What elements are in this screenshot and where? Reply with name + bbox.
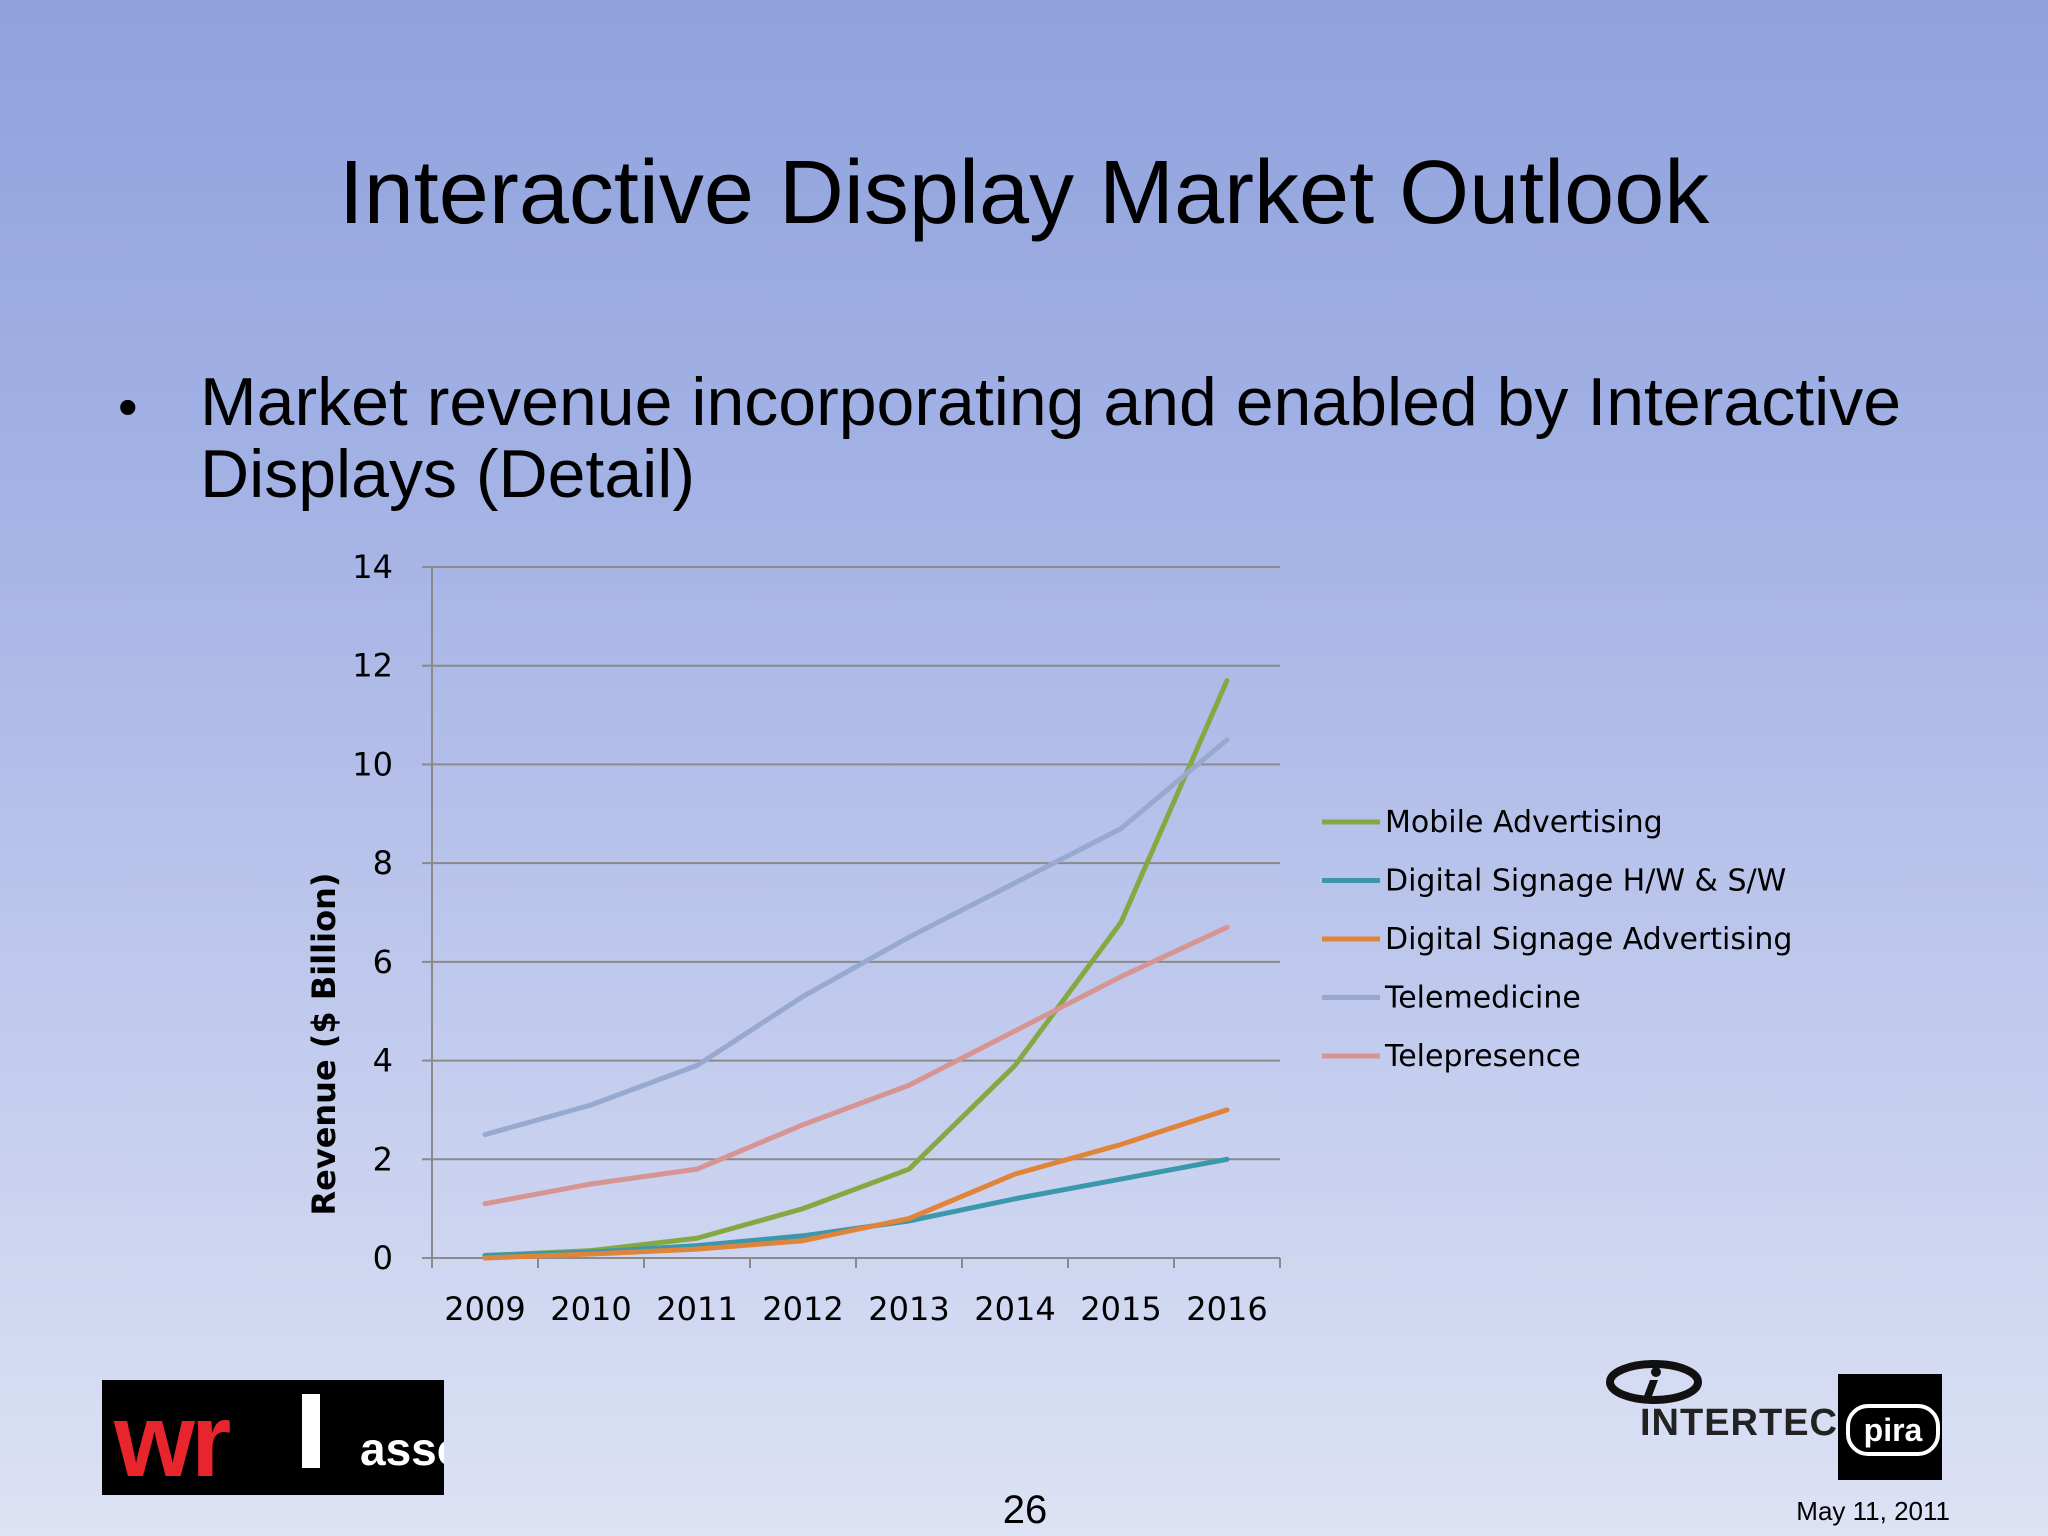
series-line-digital-signage-h-w-s-w [482,1156,1230,1259]
x-tick-label-2012: 2012 [762,1290,843,1328]
x-tick-label-2013: 2013 [868,1290,949,1328]
series-line-telepresence [482,924,1230,1207]
intertech-logo-mark-icon [1606,1360,1702,1404]
legend-label-telepresence: Telepresence [1384,1039,1581,1074]
page-number: 26 [1002,1488,1048,1532]
slide-title: Interactive Display Market Outlook [338,143,1710,243]
x-tick-label-2015: 2015 [1080,1290,1161,1328]
y-tick-label-4: 4 [373,1042,393,1080]
chart-series-lines [482,678,1230,1261]
series-line-telemedicine [482,737,1230,1138]
y-tick-labels: 0 2 4 6 8 10 12 14 [352,548,393,1277]
slide-date: May 11, 2011 [1796,1496,1950,1526]
intertech-logo-text: INTERTECH [1640,1402,1867,1444]
bullet-text: Market revenue incorporating and enabled… [200,364,1902,512]
y-tick-label-10: 10 [352,745,393,783]
series-line-digital-signage-advertising [482,1107,1230,1261]
y-axis-label: Revenue ($ Billion) [305,873,343,1216]
wrt-associates-logo: wr associates [102,1380,444,1495]
x-tick-labels: 2009 2010 2011 2012 2013 2014 2015 2016 [444,1290,1267,1328]
y-tick-label-8: 8 [373,844,393,882]
legend-label-digital-signage-h-w-s-w: Digital Signage H/W & S/W [1385,864,1786,899]
y-tick-label-2: 2 [373,1140,393,1178]
chart-gridlines [432,566,1280,1161]
x-tick-label-2014: 2014 [974,1290,1055,1328]
legend-label-telemedicine: Telemedicine [1384,981,1581,1016]
pira-logo: pira [1838,1374,1942,1480]
y-tick-label-14: 14 [352,548,393,586]
y-tick-label-12: 12 [352,647,393,685]
chart-axes [422,566,1281,1268]
x-tick-label-2010: 2010 [550,1290,631,1328]
x-tick-label-2011: 2011 [656,1290,737,1328]
y-tick-label-6: 6 [373,943,393,981]
x-tick-label-2016: 2016 [1186,1290,1267,1328]
bullet-marker: • [118,375,138,438]
y-tick-label-0: 0 [373,1239,393,1277]
x-tick-label-2009: 2009 [444,1290,525,1328]
legend-label-mobile-advertising: Mobile Advertising [1385,805,1663,840]
legend-label-digital-signage-advertising: Digital Signage Advertising [1385,922,1792,957]
chart-legend: Mobile Advertising Digital Signage H/W & … [1322,805,1792,1074]
